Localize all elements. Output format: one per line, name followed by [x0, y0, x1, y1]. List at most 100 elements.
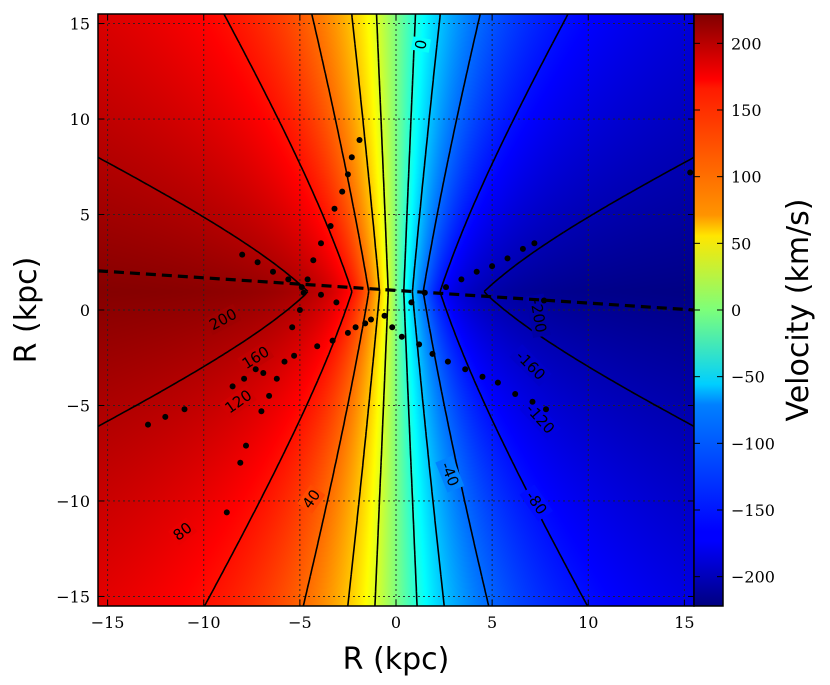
- data-point: [368, 316, 374, 323]
- data-point: [489, 263, 496, 270]
- data-point: [541, 297, 547, 304]
- colorbar-tick-label: 0: [731, 301, 741, 320]
- data-point: [239, 251, 246, 258]
- x-axis-ticks: −15 −10 −5 0 5 10 15: [91, 14, 695, 632]
- colorbar-tick-label: 50: [731, 234, 751, 253]
- data-point: [352, 324, 359, 331]
- y-tick-label: 5: [80, 206, 90, 225]
- data-point: [398, 333, 405, 340]
- data-point: [362, 320, 369, 327]
- data-point: [462, 366, 469, 373]
- colorbar-tick-label: 200: [731, 34, 762, 53]
- colorbar-tick-label: 100: [731, 168, 762, 187]
- colorbar-tick-label: 150: [731, 101, 762, 120]
- data-point: [543, 406, 549, 413]
- data-point: [266, 392, 273, 399]
- data-point: [344, 329, 351, 336]
- data-point: [318, 291, 324, 298]
- data-point: [258, 408, 265, 415]
- data-point: [296, 307, 303, 313]
- dashed-fit-segment: [98, 269, 694, 312]
- x-tick-label: 0: [391, 613, 401, 632]
- data-point: [494, 379, 501, 386]
- data-point: [529, 398, 536, 405]
- y-axis-title: R (kpc): [9, 257, 44, 364]
- data-point: [381, 312, 388, 319]
- contour-line-160: [203, 14, 353, 606]
- contour-line-120: [302, 14, 370, 606]
- data-point: [458, 276, 465, 283]
- data-point: [223, 509, 230, 516]
- data-point: [504, 255, 511, 262]
- y-tick-label: 15: [70, 15, 90, 34]
- x-tick-label: 15: [674, 613, 694, 632]
- data-point: [260, 370, 267, 376]
- x-tick-label: −5: [288, 613, 312, 632]
- data-point: [237, 459, 244, 466]
- data-point: [416, 341, 423, 348]
- y-axis-ticks: 15 10 5 0 −5 −10 −15: [56, 15, 694, 606]
- data-point: [344, 171, 351, 178]
- contour-label: 0: [410, 36, 432, 53]
- data-point: [687, 169, 694, 176]
- data-point: [519, 245, 526, 252]
- data-point: [339, 188, 346, 195]
- data-point: [281, 358, 288, 365]
- data-point: [318, 240, 324, 247]
- data-point: [241, 375, 248, 382]
- data-point: [479, 373, 486, 380]
- contour-line-200: [98, 156, 309, 428]
- data-point: [243, 442, 249, 449]
- data-point: [408, 299, 415, 306]
- contour-line-minus-40: [403, 14, 418, 606]
- colorbar-ticks: 200 150 100 50 0 −50 −100 −150 −200: [694, 34, 775, 587]
- data-point: [348, 154, 355, 161]
- colorbar-tick-label: −50: [731, 368, 765, 387]
- y-tick-label: 0: [80, 301, 90, 320]
- y-tick-label: −15: [56, 587, 90, 606]
- data-point: [421, 289, 428, 296]
- data-point: [291, 352, 298, 359]
- data-point: [229, 383, 236, 390]
- data-point: [429, 350, 436, 357]
- data-point: [254, 259, 261, 266]
- data-point: [300, 289, 307, 296]
- y-tick-label: 10: [70, 110, 90, 129]
- data-point: [389, 324, 396, 331]
- data-point: [314, 343, 321, 350]
- data-point: [162, 413, 169, 420]
- x-tick-label: 10: [578, 613, 598, 632]
- y-tick-label: −10: [56, 492, 90, 511]
- colorbar-tick-label: −200: [731, 568, 775, 587]
- x-tick-label: 5: [487, 613, 497, 632]
- data-point: [356, 137, 363, 143]
- contour-lines: [98, 14, 694, 606]
- contour-line-minus-200: [483, 156, 694, 428]
- data-point: [444, 358, 451, 365]
- data-point: [327, 223, 334, 229]
- data-point: [252, 366, 259, 373]
- data-point: [298, 284, 305, 291]
- data-point: [181, 406, 188, 413]
- colorbar-tick-label: −150: [731, 501, 775, 520]
- contour-label: -200: [525, 293, 551, 338]
- x-tick-label: −15: [91, 613, 125, 632]
- data-point: [273, 375, 280, 382]
- colorbar-tick-label: −100: [731, 434, 775, 453]
- y-tick-label: −5: [66, 396, 90, 415]
- data-point: [512, 391, 519, 397]
- data-point: [473, 268, 480, 275]
- data-point: [331, 205, 338, 212]
- data-point: [304, 276, 311, 283]
- data-point: [270, 268, 276, 275]
- contour-line-minus-160: [439, 14, 589, 606]
- contour-label-text: 0: [411, 38, 430, 51]
- contour-line-40: [374, 14, 389, 606]
- data-point: [310, 257, 317, 264]
- contour-line-80: [347, 14, 381, 606]
- data-point: [531, 240, 538, 247]
- data-points: [145, 137, 694, 516]
- x-axis-title: R (kpc): [343, 642, 450, 677]
- data-point: [145, 421, 151, 428]
